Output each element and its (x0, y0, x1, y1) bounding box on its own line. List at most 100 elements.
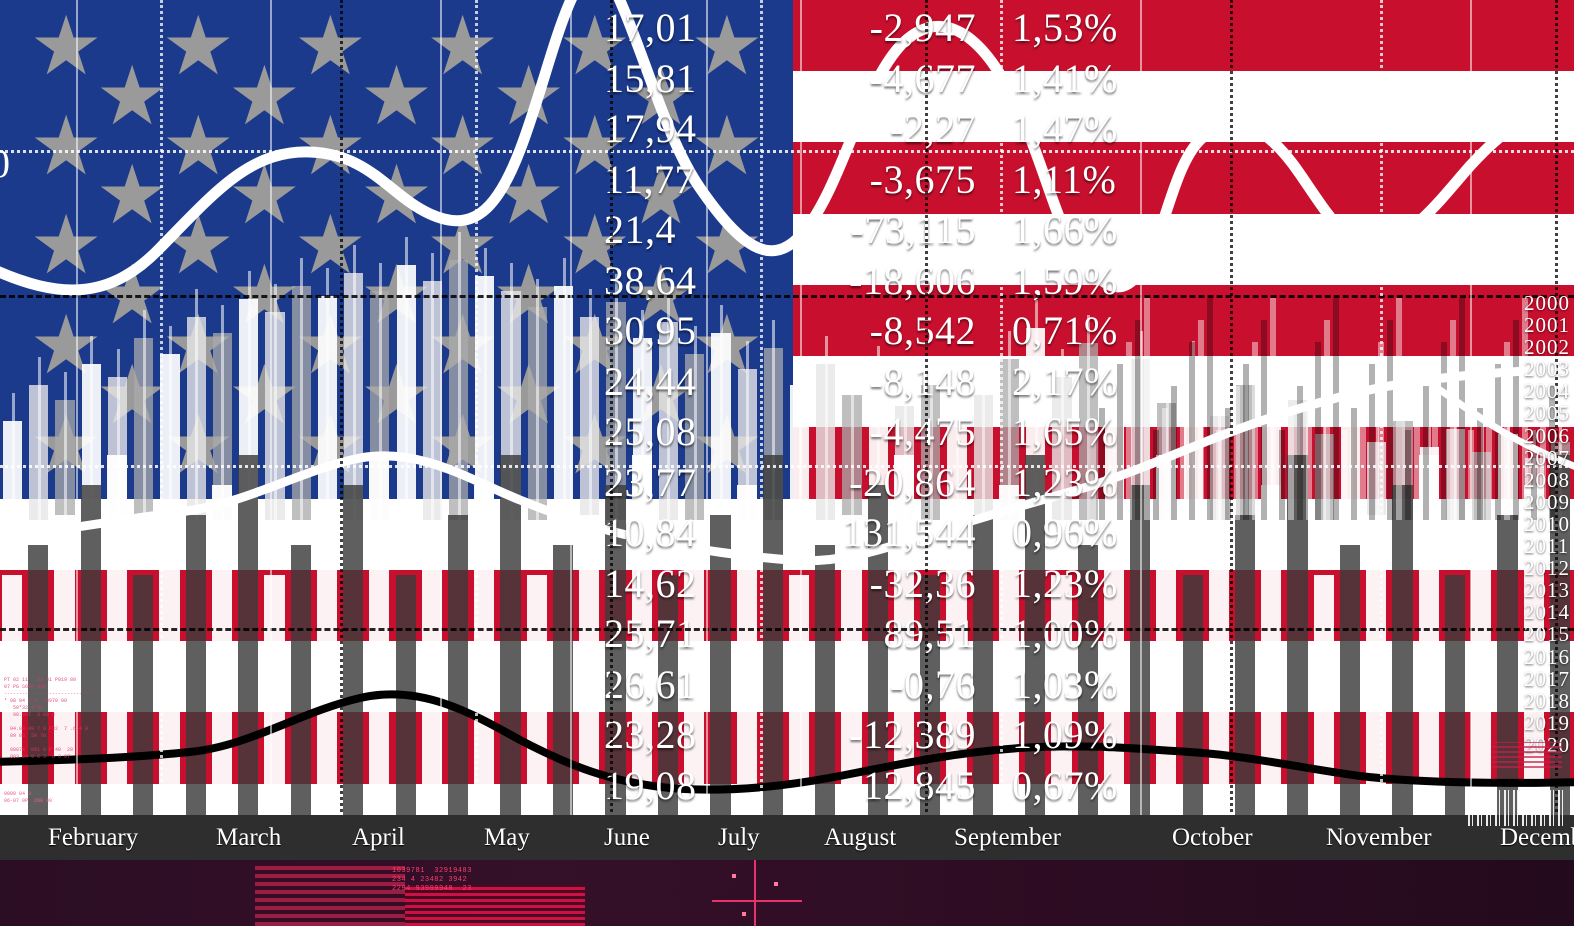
barcode-graphic (1468, 790, 1564, 826)
flag-star: ★ (95, 150, 169, 242)
bar (1342, 430, 1348, 520)
bar (657, 575, 679, 815)
bar-wick (719, 304, 723, 520)
bar-wick (1060, 349, 1064, 520)
bar-wick (37, 356, 41, 520)
bar (1208, 545, 1229, 815)
flag-star: ★ (690, 100, 764, 192)
month-separator (76, 0, 78, 926)
bar (1099, 408, 1105, 520)
year-axis-labels: 2000 2001 2002 2003 2004 2005 2006 2007 2008 2009… (1520, 292, 1570, 756)
bar-wick (1401, 393, 1405, 520)
bar (343, 485, 364, 815)
crosshair-marker (712, 860, 802, 926)
bar (1392, 485, 1413, 815)
bar (264, 575, 285, 815)
bar (1135, 320, 1141, 520)
bar-wick (667, 294, 671, 520)
bar (1540, 408, 1546, 520)
month-separator (1140, 0, 1142, 926)
bar (1497, 515, 1518, 815)
bar-wick (169, 325, 173, 520)
month-separator (570, 0, 572, 926)
bar-wick (1218, 388, 1222, 520)
bar (1156, 455, 1177, 815)
year-label: 2005 (1524, 401, 1570, 426)
bar-wick (1008, 330, 1012, 520)
bar-wick (483, 247, 487, 520)
bar (998, 485, 1020, 815)
bar-wick (824, 336, 828, 520)
bar (1523, 485, 1544, 815)
bar (1477, 408, 1483, 520)
bar (1432, 364, 1438, 520)
bar (1090, 430, 1096, 520)
bar (1270, 298, 1276, 520)
red-data-block (405, 885, 585, 926)
bar-wick (641, 310, 645, 520)
bar (1522, 298, 1528, 520)
flag-star: ★ (29, 200, 103, 292)
gridline-vertical (610, 0, 613, 926)
year-label: 2000 (1524, 291, 1570, 315)
bar (815, 545, 836, 815)
bar-wick (956, 388, 960, 520)
bar (1162, 408, 1168, 520)
flag-star: ★ (161, 100, 235, 192)
bar (1144, 298, 1150, 520)
gridline-horizontal (0, 465, 1574, 468)
year-label: 2018 (1524, 688, 1570, 713)
month-separator (1470, 0, 1472, 926)
flag-star: ★ (293, 0, 368, 92)
red-data-block-secondary (255, 865, 405, 926)
bar-wick (326, 268, 330, 520)
bar (1418, 455, 1439, 815)
gridline-vertical (1555, 0, 1558, 926)
flag-star: ★ (29, 100, 103, 192)
flag-star: ★ (425, 100, 500, 192)
bar (1423, 386, 1429, 520)
bar-wick (614, 273, 618, 520)
bar (1486, 386, 1492, 520)
bar (2, 575, 23, 815)
bar (1153, 430, 1159, 520)
gridline-vertical (1000, 0, 1003, 926)
flag-star: ★ (359, 50, 434, 142)
bar (1225, 408, 1231, 520)
bar (1234, 386, 1240, 520)
bar (1252, 342, 1258, 520)
bar (867, 485, 888, 815)
bar (1495, 364, 1501, 520)
bar (1351, 408, 1357, 520)
month-label-june: June (604, 824, 650, 851)
bar-wick (273, 284, 277, 520)
flag-star: ★ (227, 50, 302, 142)
bar (631, 455, 652, 815)
bar (1306, 364, 1312, 520)
bar (762, 455, 783, 815)
bar (1216, 430, 1222, 520)
bar (185, 515, 206, 815)
bar-wick (1087, 315, 1091, 520)
bar-wick (1165, 375, 1169, 520)
bar (211, 485, 233, 815)
year-label: 2014 (1524, 600, 1570, 625)
bar-wick (1323, 406, 1327, 520)
month-label-february: February (48, 824, 139, 851)
bar-wick (982, 367, 986, 520)
bar (1315, 342, 1321, 520)
bar (159, 545, 180, 815)
bar-wick (510, 263, 514, 520)
flag-star: ★ (95, 349, 169, 441)
corner-logo (1492, 742, 1562, 768)
gridline-vertical (1230, 0, 1233, 926)
bar-wick (405, 237, 409, 520)
month-label-october: October (1172, 824, 1253, 851)
year-label: 2009 (1524, 489, 1570, 514)
bar (972, 515, 993, 815)
flag-star: ★ (425, 0, 500, 92)
bar-wick (1349, 382, 1353, 520)
bar (946, 545, 967, 815)
bar (1396, 298, 1402, 520)
month-label-september: September (954, 824, 1061, 851)
